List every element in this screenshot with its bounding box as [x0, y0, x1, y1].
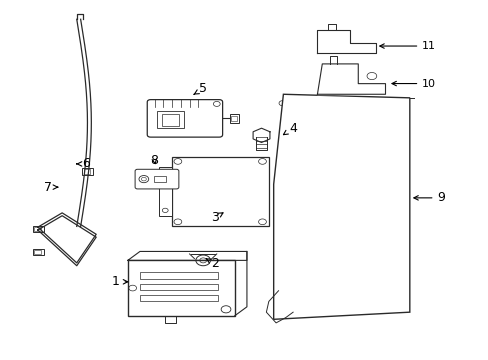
Text: 4: 4: [283, 122, 296, 135]
Bar: [34, 250, 41, 254]
Bar: [140, 295, 217, 301]
FancyBboxPatch shape: [324, 162, 344, 171]
Circle shape: [366, 72, 376, 80]
Text: 7: 7: [43, 181, 58, 194]
Bar: [127, 260, 234, 316]
Text: 2: 2: [206, 257, 219, 270]
Bar: [162, 114, 179, 126]
Bar: [82, 168, 93, 175]
Text: 5: 5: [194, 82, 207, 95]
Polygon shape: [317, 30, 375, 53]
Text: 1: 1: [111, 275, 127, 288]
Bar: [84, 169, 90, 174]
Polygon shape: [273, 94, 409, 319]
Bar: [140, 272, 217, 279]
Bar: [230, 116, 237, 121]
Polygon shape: [317, 64, 385, 94]
Bar: [285, 228, 394, 231]
Text: 6: 6: [77, 157, 90, 170]
FancyBboxPatch shape: [292, 206, 308, 216]
FancyBboxPatch shape: [284, 162, 318, 171]
Text: 10: 10: [391, 78, 435, 89]
Bar: [33, 249, 43, 255]
Bar: [292, 125, 392, 153]
FancyBboxPatch shape: [341, 206, 357, 216]
Text: 3: 3: [211, 211, 223, 224]
FancyBboxPatch shape: [285, 184, 397, 198]
Bar: [285, 233, 394, 236]
FancyBboxPatch shape: [147, 100, 222, 137]
Bar: [34, 227, 41, 231]
Bar: [285, 238, 394, 241]
Text: 9: 9: [413, 192, 445, 204]
Bar: [153, 176, 165, 182]
Text: 8: 8: [150, 154, 158, 167]
Bar: [171, 157, 268, 226]
Bar: [140, 284, 217, 290]
Bar: [229, 114, 238, 123]
FancyBboxPatch shape: [285, 121, 399, 157]
Text: 11: 11: [379, 41, 435, 51]
FancyBboxPatch shape: [317, 206, 332, 216]
FancyBboxPatch shape: [135, 169, 179, 189]
Bar: [33, 226, 43, 232]
Bar: [157, 111, 183, 128]
Bar: [159, 167, 171, 216]
